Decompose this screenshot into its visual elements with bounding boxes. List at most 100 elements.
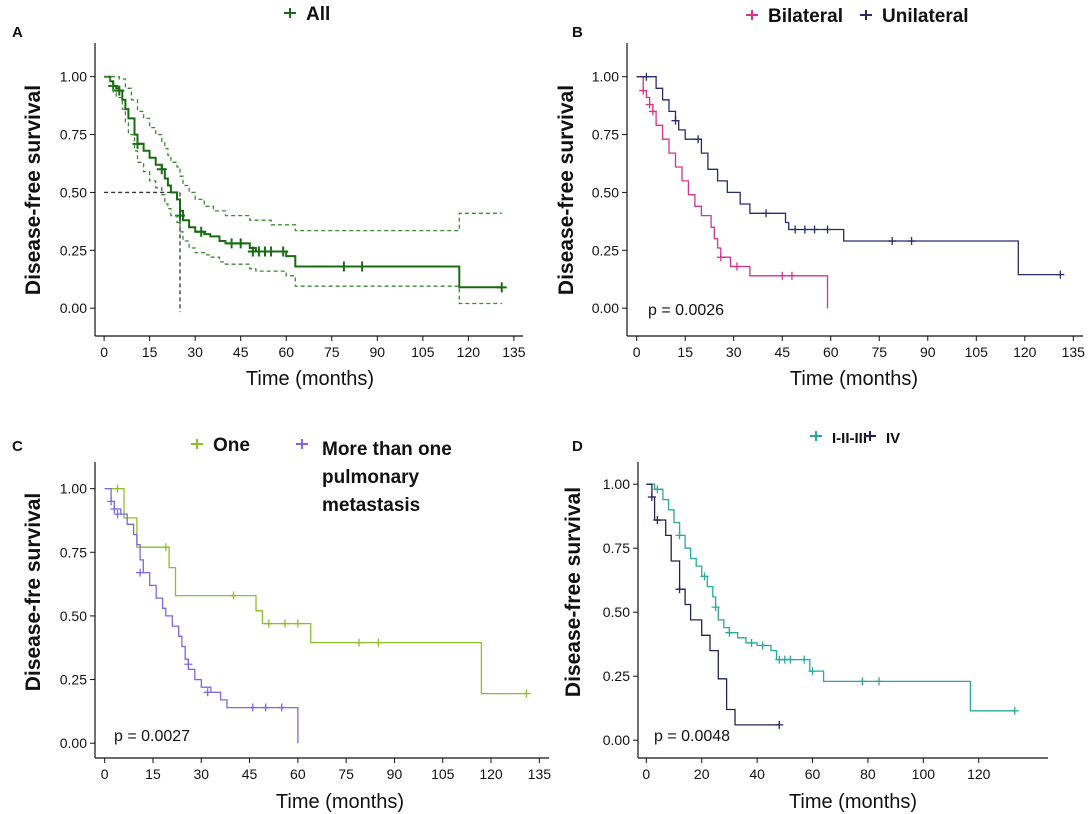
censor-mark [762, 209, 771, 218]
panel-letter: A [12, 24, 23, 41]
x-tick-label: 45 [242, 766, 258, 782]
x-tick-label: 0 [101, 766, 109, 782]
x-tick-label: 20 [694, 766, 710, 782]
censor-mark [266, 246, 277, 257]
x-tick-label: 90 [920, 344, 936, 360]
censor-mark [800, 655, 809, 664]
censor-mark [277, 703, 286, 712]
x-tick-label: 60 [278, 344, 294, 360]
censor-mark [1056, 270, 1065, 279]
censor-mark [653, 516, 662, 525]
censor-mark [858, 677, 867, 686]
p-value: p = 0.0027 [114, 728, 190, 745]
y-tick-label: 0.75 [603, 540, 630, 556]
x-tick-label: 0 [642, 766, 650, 782]
y-axis-title: Disease-free survival [555, 85, 578, 295]
p-value: p = 0.0048 [654, 728, 730, 745]
legend-label: IV [886, 430, 900, 447]
y-tick-label: 0.75 [60, 544, 87, 560]
x-tick-label: 45 [233, 344, 249, 360]
y-tick-label: 0.00 [60, 735, 87, 751]
x-tick-label: 105 [411, 344, 435, 360]
censor-mark [716, 253, 725, 262]
censor-mark [747, 638, 756, 647]
y-tick-label: 1.00 [60, 69, 87, 85]
x-tick-label: 30 [193, 766, 209, 782]
panel-d: D 0.00 0.25 0.50 0.75 1.00 0 20 40 60 80 100 120 Time… [562, 430, 1048, 813]
censor-mark [229, 591, 238, 600]
censor-mark [110, 505, 119, 514]
censor-mark [235, 238, 246, 249]
x-tick-label: 15 [677, 344, 693, 360]
legend-label-line: metastasis [322, 495, 420, 516]
km-curve-iv [646, 483, 780, 726]
x-tick-label: 80 [860, 766, 876, 782]
censor-mark [775, 720, 784, 729]
km-curve-lower-95-ci [104, 76, 502, 305]
y-axis-title: Disease-fre survival [22, 493, 45, 691]
panel-a: A 0.00 0.25 0.50 0.75 1.00 0 15 30 45 60 75 90 105 120… [12, 4, 526, 390]
x-tick-label: 90 [370, 344, 386, 360]
x-tick-label: 135 [1062, 344, 1086, 360]
censor-mark [907, 237, 916, 246]
panel-b: B 0.00 0.25 0.50 0.75 1.00 0 15 30 45 60 75 90 105 120… [555, 6, 1085, 390]
legend-label: Bilateral [768, 6, 843, 27]
x-tick-label: 0 [633, 344, 641, 360]
y-tick-label: 0.50 [60, 608, 87, 624]
censor-mark [647, 493, 656, 502]
y-tick-label: 0.25 [603, 668, 630, 684]
legend-label: One [213, 435, 250, 456]
x-tick-label: 120 [457, 344, 481, 360]
censor-mark [132, 138, 143, 149]
censor-mark [196, 226, 207, 237]
y-tick-label: 0.25 [60, 672, 87, 688]
censor-mark [786, 655, 795, 664]
km-curve-one [104, 487, 527, 695]
censor-mark [875, 677, 884, 686]
censor-mark [778, 271, 787, 280]
x-tick-label: 75 [871, 344, 887, 360]
legend-label: All [306, 4, 330, 25]
censor-mark [264, 619, 273, 628]
censor-mark [374, 638, 383, 647]
x-tick-label: 60 [290, 766, 306, 782]
censor-mark [522, 689, 531, 698]
x-tick-label: 45 [774, 344, 790, 360]
censor-mark [694, 135, 703, 144]
y-tick-label: 0.00 [603, 732, 630, 748]
x-tick-label: 75 [338, 766, 354, 782]
censor-mark [711, 603, 720, 612]
x-tick-label: 15 [142, 344, 158, 360]
x-tick-label: 120 [967, 766, 991, 782]
censor-mark [136, 568, 145, 577]
p-value: p = 0.0026 [648, 302, 724, 319]
censor-mark [156, 164, 167, 175]
x-tick-label: 60 [805, 766, 821, 782]
censor-mark [113, 510, 122, 519]
censor-mark [280, 619, 289, 628]
x-tick-label: 0 [100, 344, 108, 360]
censor-mark [653, 485, 662, 494]
legend-label-line: pulmonary [322, 467, 420, 488]
censor-mark [184, 660, 193, 669]
x-tick-label: 105 [431, 766, 455, 782]
y-tick-label: 0.50 [60, 184, 87, 200]
y-tick-label: 0.25 [592, 242, 619, 258]
censor-mark [810, 225, 819, 234]
km-curve-upper-95-ci [104, 76, 502, 232]
censor-mark [278, 246, 289, 257]
panel-c: C 0.00 0.25 0.50 0.75 1.00 0 15 30 45 60 75 90 105 120… [12, 435, 551, 813]
y-axis-title: Disease-free survival [22, 85, 45, 295]
censor-mark [732, 262, 741, 271]
x-tick-label: 60 [823, 344, 839, 360]
x-tick-label: 15 [145, 766, 161, 782]
censor-mark [808, 667, 817, 676]
panel-letter: B [572, 24, 583, 41]
legend-label-line: More than one [322, 439, 452, 460]
censor-mark [787, 271, 796, 280]
y-tick-label: 1.00 [592, 69, 619, 85]
x-tick-label: 135 [502, 344, 526, 360]
censor-mark [496, 282, 507, 293]
x-tick-label: 75 [324, 344, 340, 360]
